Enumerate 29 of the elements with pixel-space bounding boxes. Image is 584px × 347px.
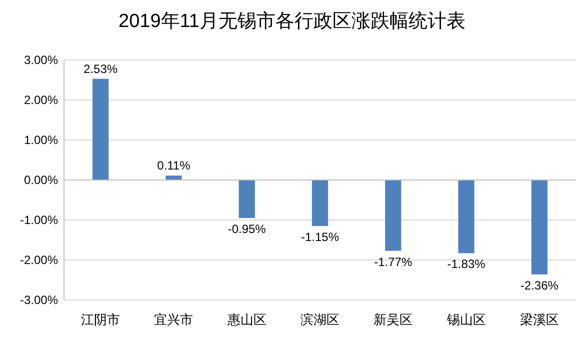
x-tick-label: 锡山区 <box>446 312 486 327</box>
y-tick-label: 1.00% <box>24 133 58 147</box>
y-tick-label: 2.00% <box>24 93 58 107</box>
x-tick-label: 滨湖区 <box>300 312 340 327</box>
x-tick-label: 新吴区 <box>374 312 413 327</box>
data-label: -0.95% <box>228 222 266 236</box>
y-tick-label: 0.00% <box>24 173 58 187</box>
x-tick-label: 江阴市 <box>81 312 120 327</box>
y-tick-label: 3.00% <box>24 53 58 67</box>
bar <box>166 176 182 180</box>
y-tick-label: -2.00% <box>20 253 58 267</box>
bar <box>92 78 109 180</box>
bar <box>312 180 328 226</box>
y-tick-label: -3.00% <box>20 293 58 307</box>
y-tick-label: -1.00% <box>20 213 58 227</box>
bar <box>238 180 255 218</box>
bar <box>385 180 402 251</box>
data-label: -1.15% <box>300 230 340 244</box>
data-label: -1.77% <box>374 254 412 269</box>
bar <box>458 180 474 254</box>
chart-title: 2019年11月无锡市各行政区涨跌幅统计表 <box>118 10 466 32</box>
x-tick-label: 惠山区 <box>226 312 266 327</box>
bar <box>531 180 548 274</box>
data-label: 2.53% <box>84 62 118 76</box>
x-tick-label: 梁溪区 <box>520 312 559 327</box>
data-label: -2.36% <box>520 278 559 292</box>
x-tick-label: 宜兴市 <box>154 312 194 327</box>
data-label: 0.11% <box>157 158 191 173</box>
data-label: -1.83% <box>447 257 486 272</box>
